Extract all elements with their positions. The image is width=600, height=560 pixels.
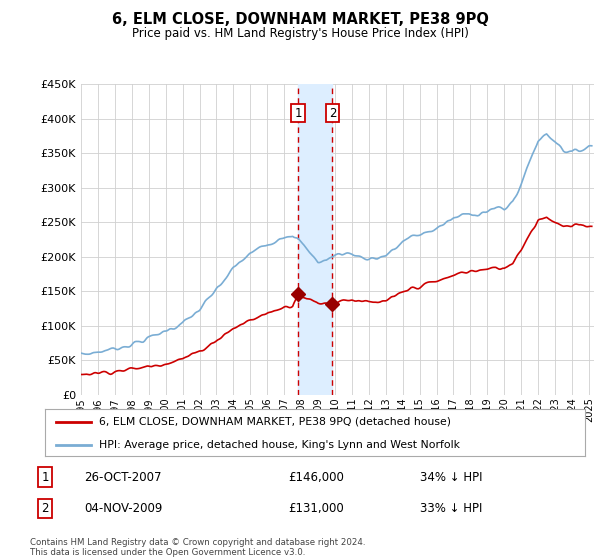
Text: 2: 2 [329, 106, 336, 119]
Text: HPI: Average price, detached house, King's Lynn and West Norfolk: HPI: Average price, detached house, King… [99, 440, 460, 450]
Text: Contains HM Land Registry data © Crown copyright and database right 2024.
This d: Contains HM Land Registry data © Crown c… [30, 538, 365, 557]
Text: 1: 1 [295, 106, 302, 119]
Text: 04-NOV-2009: 04-NOV-2009 [84, 502, 163, 515]
Text: 6, ELM CLOSE, DOWNHAM MARKET, PE38 9PQ (detached house): 6, ELM CLOSE, DOWNHAM MARKET, PE38 9PQ (… [99, 417, 451, 427]
Text: Price paid vs. HM Land Registry's House Price Index (HPI): Price paid vs. HM Land Registry's House … [131, 27, 469, 40]
Bar [298, 84, 332, 395]
Text: 2: 2 [41, 502, 49, 515]
Text: £146,000: £146,000 [288, 470, 344, 484]
Text: 26-OCT-2007: 26-OCT-2007 [84, 470, 161, 484]
Text: 34% ↓ HPI: 34% ↓ HPI [420, 470, 482, 484]
Text: 33% ↓ HPI: 33% ↓ HPI [420, 502, 482, 515]
Text: 6, ELM CLOSE, DOWNHAM MARKET, PE38 9PQ: 6, ELM CLOSE, DOWNHAM MARKET, PE38 9PQ [112, 12, 488, 27]
Text: £131,000: £131,000 [288, 502, 344, 515]
Text: 1: 1 [41, 470, 49, 484]
